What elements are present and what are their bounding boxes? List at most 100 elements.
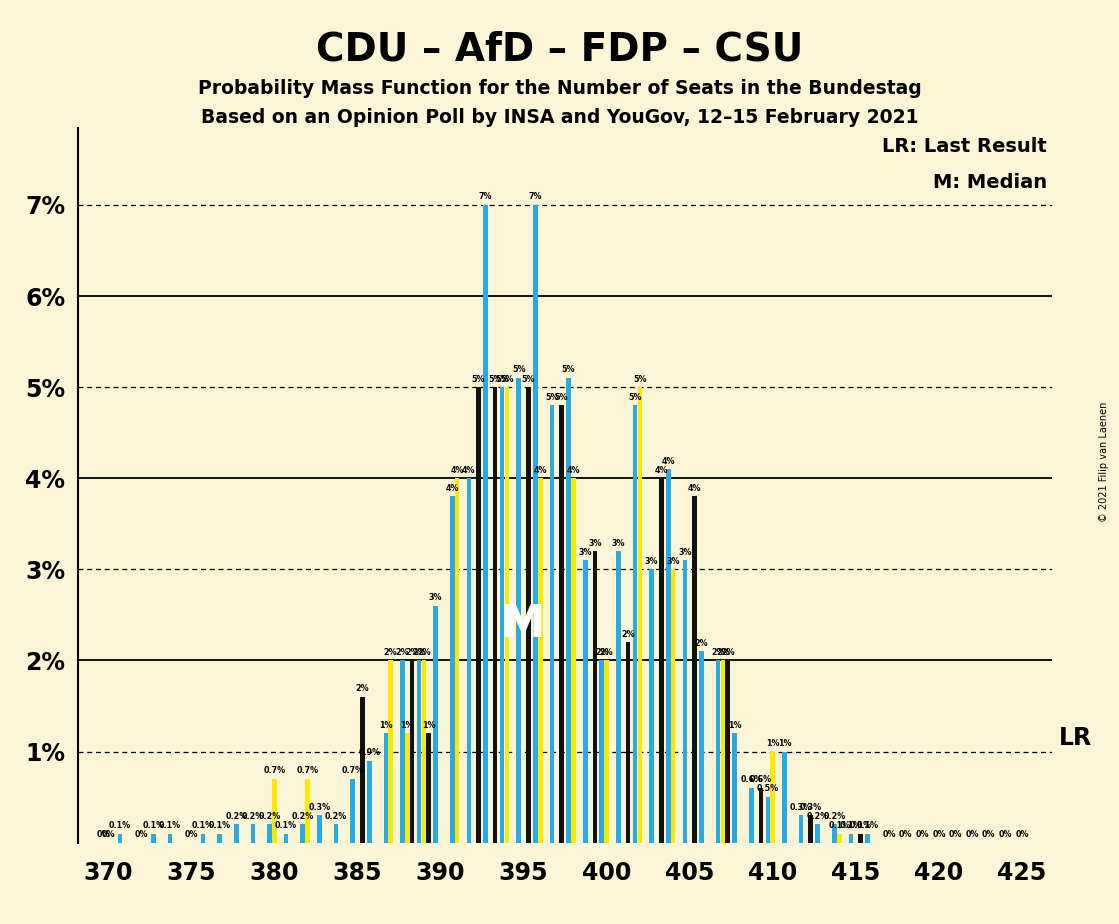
Bar — [117, 833, 122, 843]
Text: 5%: 5% — [472, 374, 486, 383]
Text: 0%: 0% — [1015, 830, 1028, 839]
Text: 0.1%: 0.1% — [192, 821, 214, 830]
Text: 2%: 2% — [417, 648, 431, 657]
Bar — [538, 479, 543, 843]
Bar — [422, 661, 426, 843]
Bar — [782, 751, 787, 843]
Bar — [317, 815, 321, 843]
Text: 5%: 5% — [633, 374, 647, 383]
Bar — [765, 797, 770, 843]
Bar — [799, 815, 803, 843]
Bar — [649, 569, 653, 843]
Text: © 2021 Filip van Laenen: © 2021 Filip van Laenen — [1100, 402, 1109, 522]
Text: 0%: 0% — [102, 830, 115, 839]
Bar — [592, 551, 598, 843]
Text: 7%: 7% — [528, 192, 542, 201]
Text: 0%: 0% — [899, 830, 912, 839]
Bar — [217, 833, 222, 843]
Bar — [683, 560, 687, 843]
Bar — [388, 661, 393, 843]
Bar — [533, 205, 538, 843]
Bar — [405, 734, 410, 843]
Text: 5%: 5% — [521, 374, 535, 383]
Text: 0.1%: 0.1% — [828, 821, 850, 830]
Text: 1%: 1% — [422, 721, 435, 730]
Text: 5%: 5% — [562, 365, 575, 374]
Bar — [771, 751, 775, 843]
Bar — [350, 779, 355, 843]
Bar — [721, 661, 725, 843]
Bar — [492, 387, 498, 843]
Text: 0.2%: 0.2% — [824, 812, 846, 821]
Text: 0.1%: 0.1% — [275, 821, 298, 830]
Text: 0.3%: 0.3% — [309, 803, 330, 811]
Text: 0.2%: 0.2% — [242, 812, 264, 821]
Text: 0.6%: 0.6% — [750, 775, 772, 784]
Text: 3%: 3% — [579, 548, 592, 556]
Text: 3%: 3% — [678, 548, 692, 556]
Text: 4%: 4% — [462, 466, 476, 475]
Bar — [808, 815, 814, 843]
Bar — [858, 833, 863, 843]
Bar — [549, 406, 554, 843]
Text: 5%: 5% — [545, 393, 558, 402]
Text: 0%: 0% — [96, 830, 110, 839]
Text: 0%: 0% — [998, 830, 1012, 839]
Bar — [367, 760, 372, 843]
Bar — [267, 824, 272, 843]
Text: 2%: 2% — [356, 685, 369, 693]
Text: 1%: 1% — [767, 739, 780, 748]
Bar — [816, 824, 820, 843]
Text: 2%: 2% — [595, 648, 609, 657]
Text: 0.2%: 0.2% — [292, 812, 314, 821]
Bar — [666, 469, 670, 843]
Text: 5%: 5% — [513, 365, 526, 374]
Bar — [560, 406, 564, 843]
Text: 2%: 2% — [712, 648, 725, 657]
Text: 0.1%: 0.1% — [159, 821, 181, 830]
Text: 0.1%: 0.1% — [840, 821, 862, 830]
Text: 4%: 4% — [566, 466, 580, 475]
Text: 0%: 0% — [134, 830, 148, 839]
Bar — [699, 651, 704, 843]
Bar — [500, 387, 505, 843]
Text: 0.1%: 0.1% — [142, 821, 164, 830]
Text: 1%: 1% — [728, 721, 742, 730]
Text: 3%: 3% — [589, 539, 602, 548]
Bar — [200, 833, 206, 843]
Text: 2%: 2% — [621, 629, 634, 638]
Text: 0%: 0% — [982, 830, 996, 839]
Bar — [833, 824, 837, 843]
Bar — [300, 824, 305, 843]
Bar — [632, 406, 638, 843]
Bar — [526, 387, 530, 843]
Text: 0%: 0% — [185, 830, 198, 839]
Text: 2%: 2% — [412, 648, 426, 657]
Text: 0%: 0% — [882, 830, 896, 839]
Bar — [604, 661, 609, 843]
Text: 0.3%: 0.3% — [800, 803, 821, 811]
Text: 0%: 0% — [966, 830, 979, 839]
Bar — [659, 479, 664, 843]
Text: 5%: 5% — [496, 374, 509, 383]
Text: 2%: 2% — [600, 648, 613, 657]
Text: 4%: 4% — [534, 466, 547, 475]
Text: 2%: 2% — [396, 648, 410, 657]
Bar — [284, 833, 289, 843]
Bar — [583, 560, 587, 843]
Text: 0.1%: 0.1% — [109, 821, 131, 830]
Text: 1%: 1% — [778, 739, 791, 748]
Bar — [865, 833, 869, 843]
Bar — [725, 661, 730, 843]
Text: CDU – AfD – FDP – CSU: CDU – AfD – FDP – CSU — [316, 30, 803, 68]
Bar — [638, 387, 642, 843]
Bar — [693, 496, 697, 843]
Text: Based on an Opinion Poll by INSA and YouGov, 12–15 February 2021: Based on an Opinion Poll by INSA and You… — [200, 108, 919, 128]
Bar — [733, 734, 737, 843]
Text: 0.2%: 0.2% — [225, 812, 247, 821]
Text: 0.2%: 0.2% — [807, 812, 829, 821]
Text: 7%: 7% — [479, 192, 492, 201]
Bar — [410, 661, 414, 843]
Bar — [426, 734, 431, 843]
Bar — [433, 606, 438, 843]
